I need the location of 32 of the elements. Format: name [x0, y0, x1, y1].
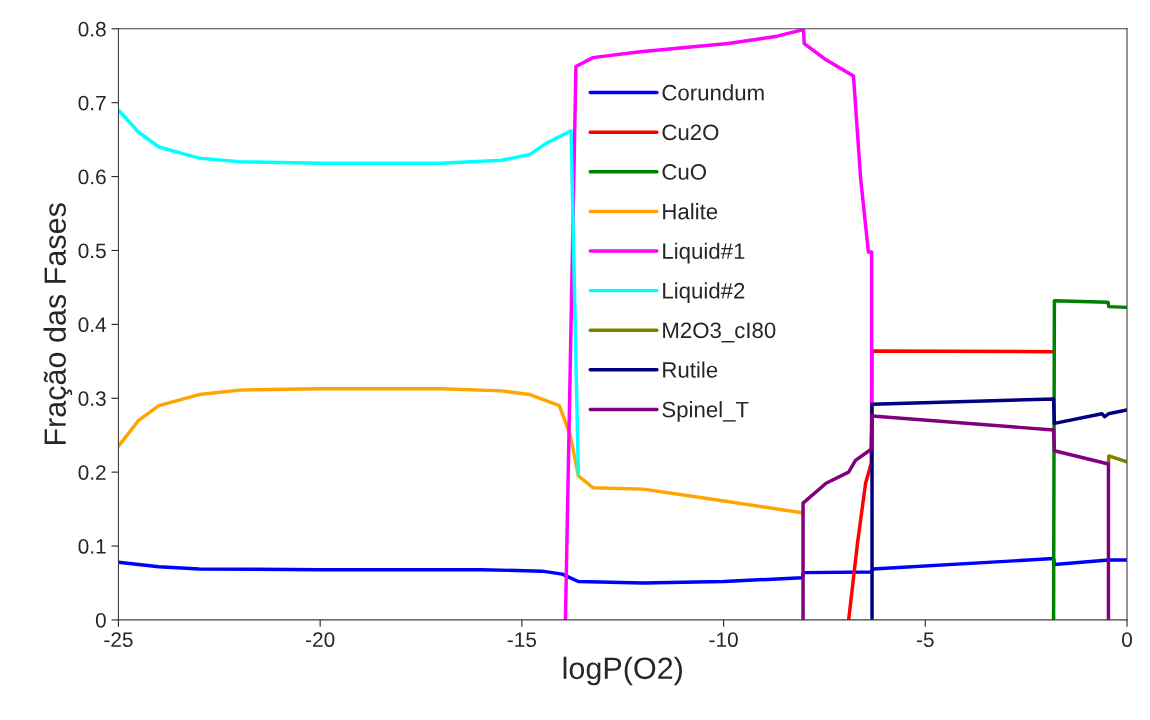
legend-label: Corundum — [662, 84, 764, 101]
x-tick-label: -20 — [306, 632, 335, 648]
legend-label: Liquid#1 — [663, 242, 745, 264]
x-tick-label: -15 — [507, 632, 537, 648]
y-tick-label: 0.4 — [78, 317, 107, 333]
y-tick-label: 0.5 — [78, 243, 106, 259]
legend-label: Rutile — [663, 361, 718, 378]
y-axis-title: Fração das Fases — [43, 203, 73, 445]
x-axis-title: logP(O2) — [563, 656, 682, 686]
y-tick-label: 0.3 — [78, 391, 106, 406]
x-tick-label: 0 — [1122, 632, 1132, 648]
y-tick-label: 0.8 — [78, 21, 106, 37]
line-series — [870, 397, 1127, 620]
legend-label: M2O3_cI80 — [663, 322, 776, 343]
legend-label: Cu2O — [662, 124, 719, 141]
line-series — [563, 28, 874, 620]
y-tick-label: 0.6 — [78, 169, 106, 185]
legend-label: CuO — [662, 164, 706, 180]
y-tick-label: 0 — [95, 612, 106, 628]
legend-label: Liquid#2 — [663, 282, 745, 303]
line-series — [801, 414, 1111, 620]
y-tick-label: 0.7 — [78, 95, 106, 111]
y-tick-label: 0.1 — [78, 539, 106, 554]
y-tick-label: 0.2 — [78, 465, 106, 480]
legend-label: Halite — [663, 203, 718, 220]
line-series — [118, 556, 1127, 585]
x-tick-label: -10 — [709, 632, 738, 648]
x-tick-label: -5 — [916, 632, 934, 648]
line-series — [118, 386, 804, 515]
x-tick-label: -25 — [104, 632, 133, 648]
legend-label: Spinel_T — [662, 401, 749, 422]
line-series — [118, 108, 581, 476]
